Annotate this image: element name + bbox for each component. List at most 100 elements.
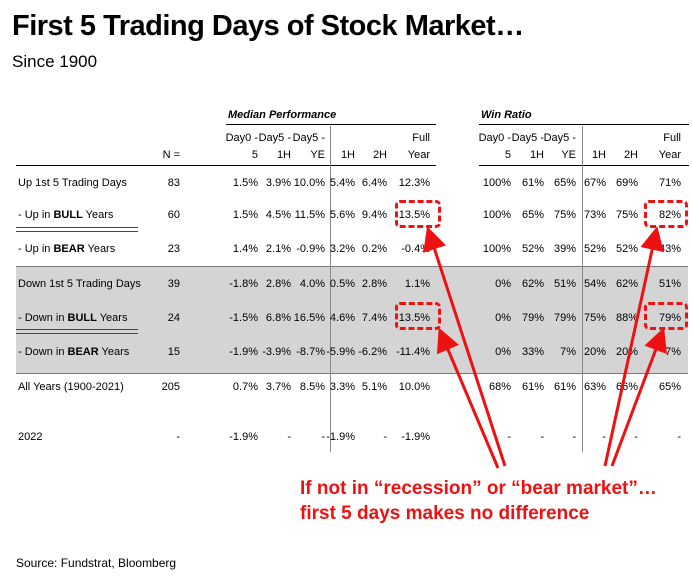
win-header-2-line1: Day5 - [543, 132, 576, 144]
row-label-text: - Down in [18, 312, 68, 324]
median-value: 9.4% [361, 209, 387, 221]
win-value: - [634, 431, 638, 443]
n-value: - [176, 431, 180, 443]
row-label: - Down in BULL Years [18, 312, 127, 324]
row-label-text: Up 1st 5 Trading Days [18, 177, 127, 189]
median-value: 3.9% [265, 177, 291, 189]
median-value: 2.8% [265, 278, 291, 290]
win-value: 68% [488, 381, 511, 393]
win-value: 100% [482, 209, 511, 221]
win-value: 71% [658, 177, 681, 189]
median-header-0-line2: 5 [251, 149, 258, 161]
win-value: 51% [553, 278, 576, 290]
median-value: 4.0% [299, 278, 325, 290]
median-value: 7.4% [361, 312, 387, 324]
median-value: -1.9% [229, 431, 258, 443]
median-value: -0.4% [401, 243, 430, 255]
arrow-to-up-bull-median [423, 226, 507, 467]
median-value: 1.4% [232, 243, 258, 255]
win-value: 100% [482, 243, 511, 255]
median-value: -1.9% [326, 431, 355, 443]
median-value: - [321, 431, 325, 443]
win-value: 79% [658, 312, 681, 324]
median-value: 0.5% [329, 278, 355, 290]
median-value: 5.6% [329, 209, 355, 221]
win-value: 88% [615, 312, 638, 324]
median-value: 6.8% [265, 312, 291, 324]
row-label-suffix: Years [96, 312, 128, 324]
row-label-emphasis: BULL [67, 312, 97, 324]
win-heading-rule [479, 124, 689, 125]
down-years-shaded-band [16, 266, 688, 374]
arrow-to-up-bull-win [603, 226, 664, 467]
row-label-suffix: Years [98, 346, 130, 358]
win-value: 65% [658, 381, 681, 393]
highlight-down-bull-full-year [395, 302, 441, 330]
row-label-text: All Years (1900-2021) [18, 381, 124, 393]
n-value: 205 [161, 381, 180, 393]
callout-text: If not in “recession” or “bear market”… … [300, 476, 657, 526]
row-label: Up 1st 5 Trading Days [18, 177, 127, 189]
win-value: 61% [553, 381, 576, 393]
win-value: 62% [615, 278, 638, 290]
median-header-2-line1: Day5 - [292, 132, 325, 144]
page-subtitle: Since 1900 [12, 52, 98, 71]
median-value: -8.7% [296, 346, 325, 358]
win-value: 7% [560, 346, 576, 358]
n-header: N = [162, 149, 180, 161]
win-value: 0% [495, 278, 511, 290]
win-value: 52% [521, 243, 544, 255]
row-label-text: - Up in [18, 243, 54, 255]
median-value: 6.4% [361, 177, 387, 189]
win-header-1-line1: Day5 - [511, 132, 544, 144]
win-ratio-heading: Win Ratio [481, 109, 532, 121]
win-header-0-line2: 5 [504, 149, 511, 161]
win-value: 75% [583, 312, 606, 324]
win-value: - [507, 431, 511, 443]
win-header-3-line2: 1H [591, 149, 606, 161]
header-rule-left [16, 165, 436, 166]
median-value: 2.8% [361, 278, 387, 290]
source-note: Source: Fundstrat, Bloomberg [16, 556, 177, 570]
win-value: - [572, 431, 576, 443]
row-label-suffix: Years [84, 243, 116, 255]
median-value: 13.5% [398, 209, 430, 221]
median-header-1-line1: Day5 - [258, 132, 291, 144]
win-header-0-line1: Day0 - [478, 132, 511, 144]
arrow-to-down-bull-win [610, 327, 667, 467]
row-label: - Up in BULL Years [18, 209, 113, 221]
median-header-2-line2: YE [310, 149, 325, 161]
win-value: - [602, 431, 606, 443]
win-value: 43% [658, 243, 681, 255]
median-value: 4.6% [329, 312, 355, 324]
win-value: 100% [482, 177, 511, 189]
median-value: 3.2% [329, 243, 355, 255]
median-value: -5.9% [326, 346, 355, 358]
win-value: 79% [521, 312, 544, 324]
highlight-up-bull-full-year [395, 200, 441, 228]
callout-line-1: If not in “recession” or “bear market”… [300, 478, 657, 499]
row-label: Down 1st 5 Trading Days [18, 278, 141, 290]
row-label-emphasis: BEAR [53, 243, 85, 255]
median-value: 5.1% [361, 381, 387, 393]
median-value: -1.9% [401, 431, 430, 443]
median-header-5-line1: Full [412, 132, 430, 144]
n-value: 39 [167, 278, 180, 290]
median-header-5-line2: Year [407, 149, 430, 161]
n-value: 24 [167, 312, 180, 324]
bull-down-underline [16, 329, 138, 334]
win-value: 54% [583, 278, 606, 290]
median-value: 13.5% [398, 312, 430, 324]
callout-line-2: first 5 days makes no difference [300, 503, 590, 524]
median-value: 5.4% [329, 177, 355, 189]
median-value: 10.0% [398, 381, 430, 393]
win-value: 82% [658, 209, 681, 221]
median-value: -6.2% [358, 346, 387, 358]
median-value: 3.7% [265, 381, 291, 393]
win-header-5-line1: Full [663, 132, 681, 144]
median-value: 8.5% [299, 381, 325, 393]
win-value: 79% [553, 312, 576, 324]
bull-up-underline [16, 227, 138, 232]
win-value: 0% [495, 312, 511, 324]
win-value: 63% [583, 381, 606, 393]
